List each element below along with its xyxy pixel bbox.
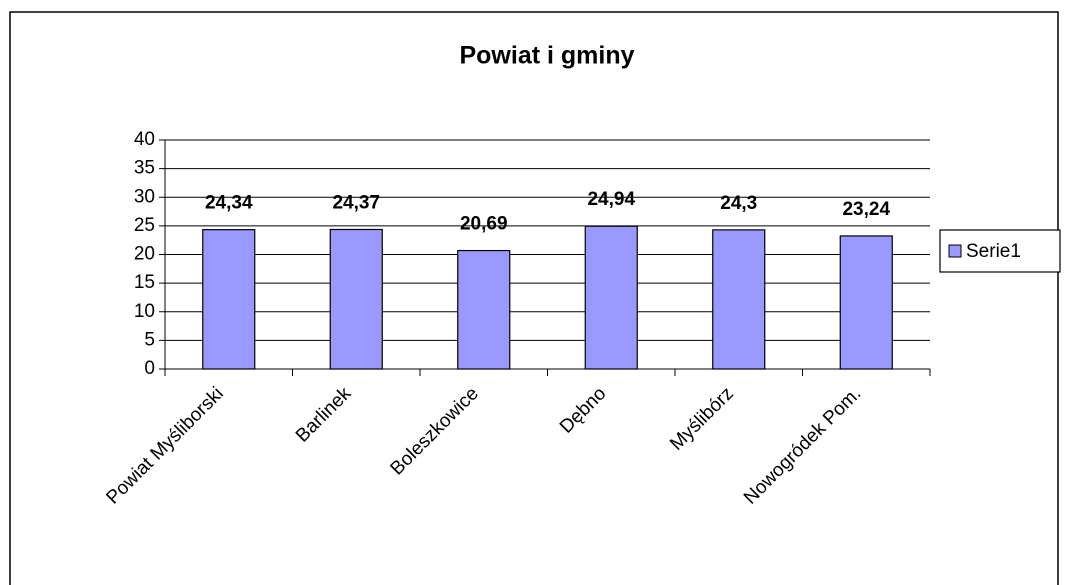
- y-tick-label: 35: [134, 158, 155, 179]
- data-label: 20,69: [460, 214, 508, 235]
- bar: [457, 249, 511, 370]
- y-tick-label: 10: [134, 301, 155, 322]
- bar: [712, 229, 766, 370]
- y-tick-label: 5: [144, 329, 155, 350]
- legend-label: Serie1: [966, 241, 1021, 262]
- bar: [584, 225, 638, 370]
- data-label: 24,34: [205, 193, 253, 214]
- data-label: 24,94: [587, 189, 635, 210]
- chart-frame: [9, 11, 1059, 585]
- y-tick-label: 25: [134, 215, 155, 236]
- legend-swatch: [948, 244, 962, 258]
- y-tick-label: 40: [134, 129, 155, 150]
- data-label: 24,37: [332, 192, 380, 213]
- data-label: 23,24: [842, 199, 890, 220]
- bar: [202, 229, 256, 370]
- bar: [839, 235, 893, 370]
- y-tick-label: 20: [134, 244, 155, 265]
- y-tick-label: 30: [134, 186, 155, 207]
- y-tick-label: 15: [134, 272, 155, 293]
- data-label: 24,3: [720, 193, 757, 214]
- y-tick-label: 0: [144, 358, 155, 379]
- bar: [329, 228, 383, 370]
- chart-title: Powiat i gminy: [459, 42, 634, 70]
